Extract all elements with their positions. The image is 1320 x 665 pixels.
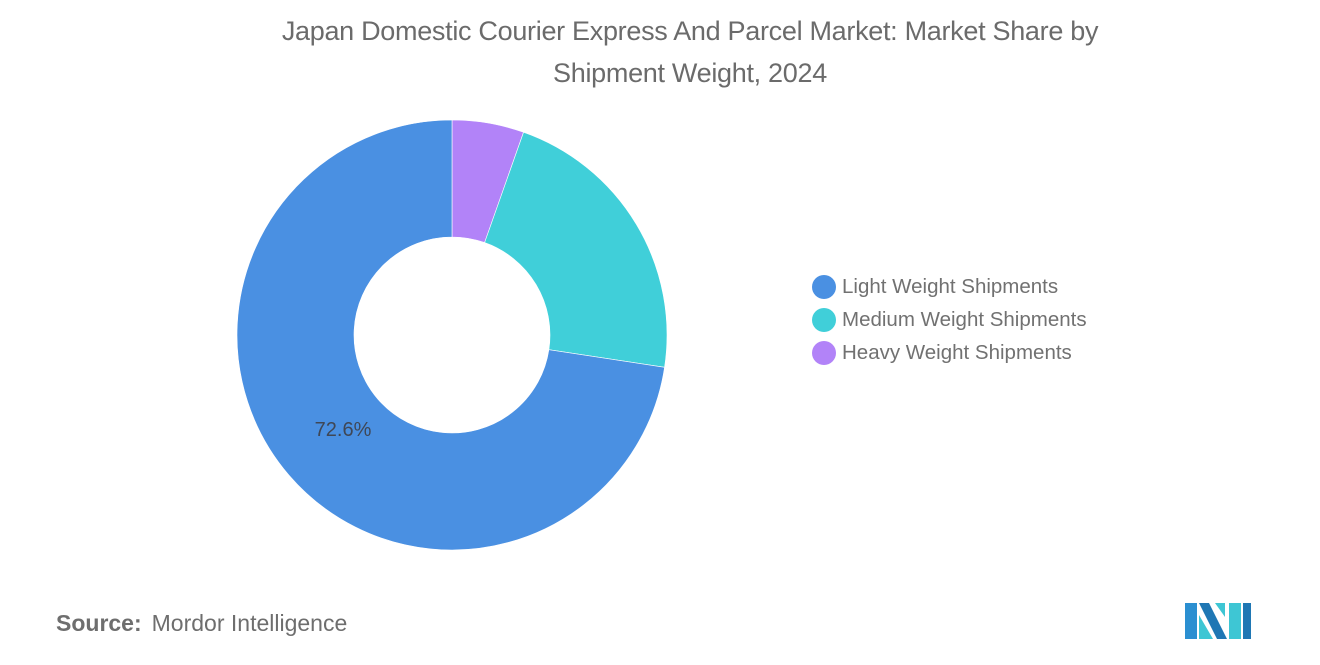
legend-item-light-weight[interactable]: Light Weight Shipments (812, 270, 1087, 303)
legend-item-medium-weight[interactable]: Medium Weight Shipments (812, 303, 1087, 336)
legend-label: Medium Weight Shipments (842, 307, 1087, 331)
donut-slice-medium-weight-shipments[interactable] (484, 131, 668, 368)
chart-legend: Light Weight Shipments Medium Weight Shi… (812, 270, 1087, 369)
legend-swatch-light-icon (812, 274, 836, 299)
source-value: Mordor Intelligence (151, 610, 348, 636)
chart-title: Japan Domestic Courier Express And Parce… (0, 10, 1320, 94)
source-note: Source: Mordor Intelligence (56, 610, 347, 637)
legend-label: Light Weight Shipments (842, 274, 1059, 298)
chart-title-line-2: Shipment Weight, 2024 (553, 58, 827, 88)
legend-label: Heavy Weight Shipments (842, 340, 1072, 364)
donut-slice-light-weight-shipments[interactable] (236, 119, 665, 551)
source-key: Source: (56, 610, 142, 636)
legend-swatch-heavy-icon (812, 340, 836, 365)
mordor-intelligence-logo-icon (1185, 603, 1251, 639)
donut-slices (236, 119, 668, 551)
chart-title-line-1: Japan Domestic Courier Express And Parce… (281, 16, 1099, 46)
legend-item-heavy-weight[interactable]: Heavy Weight Shipments (812, 336, 1087, 369)
slice-label-light-weight: 72.6% (315, 419, 372, 441)
legend-swatch-medium-icon (812, 307, 836, 332)
